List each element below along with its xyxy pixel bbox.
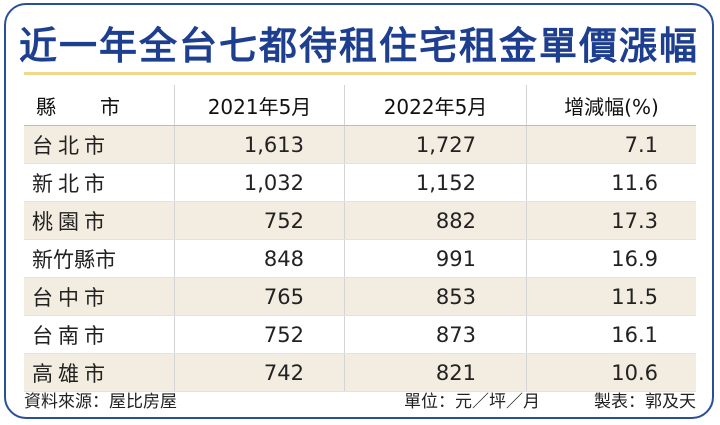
table-row: 新北市 1,032 1,152 11.6 xyxy=(24,164,696,202)
row-2021-value: 765 xyxy=(174,278,344,315)
row-change-value: 11.5 xyxy=(526,278,696,315)
row-county: 新竹縣市 xyxy=(32,247,116,272)
row-change-value: 11.6 xyxy=(526,164,696,201)
row-2021-value: 752 xyxy=(174,316,344,353)
row-2021-value: 1,613 xyxy=(174,126,344,163)
row-2022-value: 1,152 xyxy=(344,164,526,201)
table-row: 高雄市 742 821 10.6 xyxy=(24,354,696,392)
header-2021: 2021年5月 xyxy=(174,85,344,125)
table-row: 新竹縣市 848 991 16.9 xyxy=(24,240,696,278)
row-county: 高雄市 xyxy=(32,361,110,386)
header-county: 縣 市 xyxy=(24,85,174,125)
title-divider xyxy=(24,72,696,75)
row-2022-value: 873 xyxy=(344,316,526,353)
row-change-value: 10.6 xyxy=(526,354,696,391)
table-header-row: 縣 市 2021年5月 2022年5月 增減幅(%) xyxy=(24,85,696,126)
row-county: 台南市 xyxy=(32,323,110,348)
table-row: 台北市 1,613 1,727 7.1 xyxy=(24,126,696,164)
row-2022-value: 882 xyxy=(344,202,526,239)
unit-note: 單位：元／坪／月 xyxy=(404,392,540,412)
row-county: 桃園市 xyxy=(32,209,110,234)
header-county-char-1: 縣 xyxy=(36,94,56,119)
row-change-value: 16.1 xyxy=(526,316,696,353)
table-row: 桃園市 752 882 17.3 xyxy=(24,202,696,240)
row-2022-value: 821 xyxy=(344,354,526,391)
row-county: 台中市 xyxy=(32,285,110,310)
row-2021-value: 848 xyxy=(174,240,344,277)
row-county: 台北市 xyxy=(32,133,110,158)
row-2021-value: 1,032 xyxy=(174,164,344,201)
maker-credit: 製表：郭及天 xyxy=(594,392,696,412)
row-change-value: 7.1 xyxy=(526,126,696,163)
row-county: 新北市 xyxy=(32,171,110,196)
infographic-card: 近一年全台七都待租住宅租金單價漲幅 縣 市 2021年5月 2022年5月 增減… xyxy=(4,3,714,419)
row-2021-value: 752 xyxy=(174,202,344,239)
header-change: 增減幅(%) xyxy=(526,85,696,125)
header-2022: 2022年5月 xyxy=(344,85,526,125)
row-2022-value: 853 xyxy=(344,278,526,315)
source-note: 資料來源：屋比房屋 xyxy=(24,392,177,412)
row-2022-value: 1,727 xyxy=(344,126,526,163)
page-title: 近一年全台七都待租住宅租金單價漲幅 xyxy=(18,24,699,68)
row-2022-value: 991 xyxy=(344,240,526,277)
row-change-value: 17.3 xyxy=(526,202,696,239)
table-row: 台南市 752 873 16.1 xyxy=(24,316,696,354)
table-row: 台中市 765 853 11.5 xyxy=(24,278,696,316)
header-county-char-2: 市 xyxy=(100,94,120,119)
row-2021-value: 742 xyxy=(174,354,344,391)
row-change-value: 16.9 xyxy=(526,240,696,277)
rent-table: 縣 市 2021年5月 2022年5月 增減幅(%) 台北市 1,613 1,7… xyxy=(24,85,696,392)
footer: 資料來源：屋比房屋 單位：元／坪／月 製表：郭及天 xyxy=(24,387,696,413)
